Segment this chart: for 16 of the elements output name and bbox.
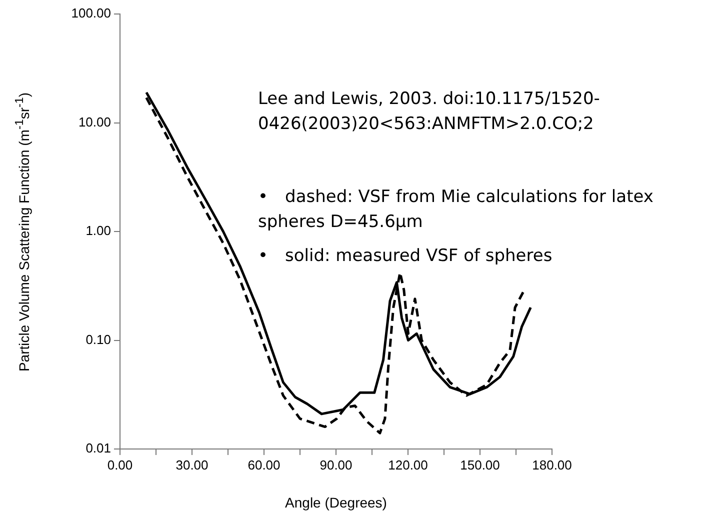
- x-axis-title: Angle (Degrees): [285, 494, 387, 510]
- y-tick-label: 10.00: [78, 114, 111, 130]
- x-tick-label: 60.00: [248, 457, 280, 472]
- annotation: • solid: measured VSF of spheres: [258, 245, 554, 268]
- x-tick-label: 90.00: [320, 457, 352, 472]
- y-tick-label: 1.00: [86, 223, 111, 238]
- y-tick-label: 0.10: [86, 332, 111, 347]
- x-tick-label: 150.00: [460, 457, 500, 472]
- x-tick-label: 0.00: [107, 457, 133, 472]
- annotation: • dashed: VSF from Mie calculations for latex spheres D=45.6μm: [258, 186, 654, 234]
- y-tick-label: 0.01: [86, 440, 111, 456]
- x-tick-label: 180.00: [532, 457, 572, 472]
- x-tick-label: 30.00: [176, 457, 208, 472]
- annotation: Lee and Lewis, 2003. doi:10.1175/1520-0426(2003)20<563:ANMFTM>2.0.CO;2: [258, 88, 601, 136]
- y-tick-label: 100.00: [71, 6, 111, 21]
- x-tick-label: 120.00: [388, 457, 428, 472]
